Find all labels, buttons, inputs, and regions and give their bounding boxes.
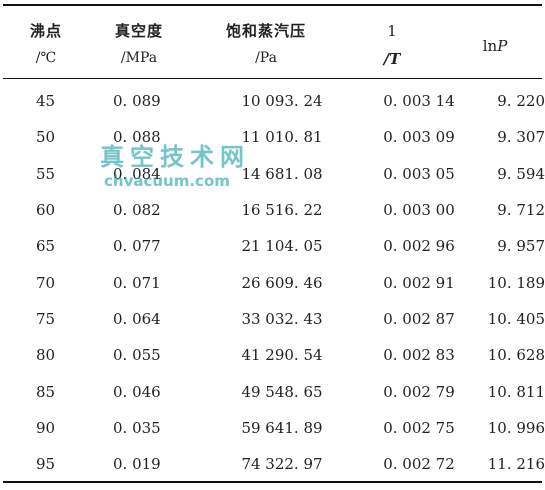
cell-lnp: 11. 216 bbox=[487, 455, 545, 474]
cell-vacuum: 0. 089 bbox=[113, 92, 161, 111]
cell-boiling-point: 50 bbox=[35, 128, 56, 147]
cell-lnp: 10. 628 bbox=[487, 346, 545, 365]
header-vacuum: 真空度 /MPa bbox=[98, 22, 180, 67]
header-vapor-pressure-label: 饱和蒸汽压 bbox=[225, 22, 306, 40]
table-row: 70 0. 071 26 609. 46 0. 002 91 10. 189 bbox=[0, 264, 545, 300]
cell-lnp: 9. 712 bbox=[497, 201, 545, 220]
cell-vacuum: 0. 082 bbox=[113, 201, 161, 220]
cell-lnp: 10. 811 bbox=[487, 382, 545, 401]
vapor-pressure-table: 45 0. 089 10 093. 24 0. 003 14 9. 220 50 0. 08… bbox=[0, 83, 545, 482]
cell-lnp: 9. 307 bbox=[497, 128, 545, 147]
table-row: 45 0. 089 10 093. 24 0. 003 14 9. 220 bbox=[0, 83, 545, 119]
cell-vapor-pressure: 21 104. 05 bbox=[241, 237, 323, 256]
table-row: 50 0. 088 11 010. 81 0. 003 09 9. 307 bbox=[0, 119, 545, 155]
cell-boiling-point: 45 bbox=[35, 92, 56, 111]
cell-inverse-temperature: 0. 002 72 bbox=[383, 455, 455, 474]
cell-boiling-point: 90 bbox=[35, 418, 56, 437]
table-row: 85 0. 046 49 548. 65 0. 002 79 10. 811 bbox=[0, 373, 545, 409]
cell-inverse-temperature: 0. 002 79 bbox=[383, 382, 455, 401]
cell-vacuum: 0. 071 bbox=[113, 273, 161, 292]
cell-lnp: 10. 189 bbox=[487, 273, 545, 292]
cell-vacuum: 0. 035 bbox=[113, 418, 161, 437]
cell-boiling-point: 60 bbox=[35, 201, 56, 220]
cell-vapor-pressure: 41 290. 54 bbox=[241, 346, 323, 365]
cell-vapor-pressure: 14 681. 08 bbox=[241, 164, 323, 183]
table-row: 90 0. 035 59 641. 89 0. 002 75 10. 996 bbox=[0, 410, 545, 446]
table-row: 65 0. 077 21 104. 05 0. 002 96 9. 957 bbox=[0, 228, 545, 264]
header-vapor-pressure: 饱和蒸汽压 /Pa bbox=[210, 22, 322, 67]
table-row: 95 0. 019 74 322. 97 0. 002 72 11. 216 bbox=[0, 446, 545, 482]
cell-inverse-temperature: 0. 002 91 bbox=[383, 273, 455, 292]
cell-vapor-pressure: 26 609. 46 bbox=[241, 273, 323, 292]
cell-vapor-pressure: 16 516. 22 bbox=[241, 201, 323, 220]
cell-vacuum: 0. 019 bbox=[113, 455, 161, 474]
header-inverse-temperature-numerator: 1 bbox=[387, 22, 397, 40]
cell-vacuum: 0. 055 bbox=[113, 346, 161, 365]
header-boiling-point: 沸点 /℃ bbox=[14, 22, 78, 67]
cell-inverse-temperature: 0. 002 75 bbox=[383, 418, 455, 437]
cell-vacuum: 0. 046 bbox=[113, 382, 161, 401]
cell-boiling-point: 75 bbox=[35, 309, 56, 328]
header-inverse-temperature-denominator: /T bbox=[383, 50, 401, 68]
table-bottom-rule bbox=[3, 481, 542, 483]
header-vacuum-unit: /MPa bbox=[120, 50, 158, 66]
cell-inverse-temperature: 0. 002 87 bbox=[383, 309, 455, 328]
table-top-rule bbox=[3, 4, 542, 6]
cell-lnp: 10. 405 bbox=[487, 309, 545, 328]
header-lnp-prefix: ln bbox=[482, 37, 498, 55]
cell-inverse-temperature: 0. 002 83 bbox=[383, 346, 455, 365]
cell-boiling-point: 95 bbox=[35, 455, 56, 474]
header-vacuum-label: 真空度 bbox=[114, 22, 163, 40]
header-inverse-temperature: 1 /T bbox=[370, 22, 414, 68]
cell-vapor-pressure: 33 032. 43 bbox=[241, 309, 323, 328]
cell-boiling-point: 65 bbox=[35, 237, 56, 256]
cell-vacuum: 0. 077 bbox=[113, 237, 161, 256]
cell-vapor-pressure: 74 322. 97 bbox=[241, 455, 323, 474]
cell-boiling-point: 70 bbox=[35, 273, 56, 292]
cell-vacuum: 0. 088 bbox=[113, 128, 161, 147]
table-row: 60 0. 082 16 516. 22 0. 003 00 9. 712 bbox=[0, 192, 545, 228]
table-row: 55 0. 084 14 681. 08 0. 003 05 9. 594 bbox=[0, 156, 545, 192]
cell-lnp: 9. 957 bbox=[497, 237, 545, 256]
cell-inverse-temperature: 0. 003 05 bbox=[383, 164, 455, 183]
cell-lnp: 9. 594 bbox=[497, 164, 545, 183]
table-row: 75 0. 064 33 032. 43 0. 002 87 10. 405 bbox=[0, 301, 545, 337]
cell-boiling-point: 55 bbox=[35, 164, 56, 183]
cell-vapor-pressure: 59 641. 89 bbox=[241, 418, 323, 437]
header-boiling-point-unit: /℃ bbox=[35, 50, 57, 66]
header-boiling-point-label: 沸点 bbox=[29, 22, 62, 40]
cell-boiling-point: 80 bbox=[35, 346, 56, 365]
cell-lnp: 10. 996 bbox=[487, 418, 545, 437]
cell-inverse-temperature: 0. 002 96 bbox=[383, 237, 455, 256]
cell-inverse-temperature: 0. 003 00 bbox=[383, 201, 455, 220]
cell-inverse-temperature: 0. 003 14 bbox=[383, 92, 455, 111]
cell-vapor-pressure: 49 548. 65 bbox=[241, 382, 323, 401]
header-lnp: lnP bbox=[470, 37, 520, 55]
table-body: 45 0. 089 10 093. 24 0. 003 14 9. 220 50 0. 08… bbox=[0, 83, 545, 482]
cell-vapor-pressure: 10 093. 24 bbox=[241, 92, 323, 111]
header-vapor-pressure-unit: /Pa bbox=[255, 50, 277, 66]
table-row: 80 0. 055 41 290. 54 0. 002 83 10. 628 bbox=[0, 337, 545, 373]
cell-vapor-pressure: 11 010. 81 bbox=[241, 128, 323, 147]
cell-boiling-point: 85 bbox=[35, 382, 56, 401]
cell-vacuum: 0. 064 bbox=[113, 309, 161, 328]
header-divider-rule bbox=[3, 78, 542, 79]
cell-lnp: 9. 220 bbox=[497, 92, 545, 111]
cell-inverse-temperature: 0. 003 09 bbox=[383, 128, 455, 147]
cell-vacuum: 0. 084 bbox=[113, 164, 161, 183]
header-lnp-variable: P bbox=[497, 37, 508, 55]
